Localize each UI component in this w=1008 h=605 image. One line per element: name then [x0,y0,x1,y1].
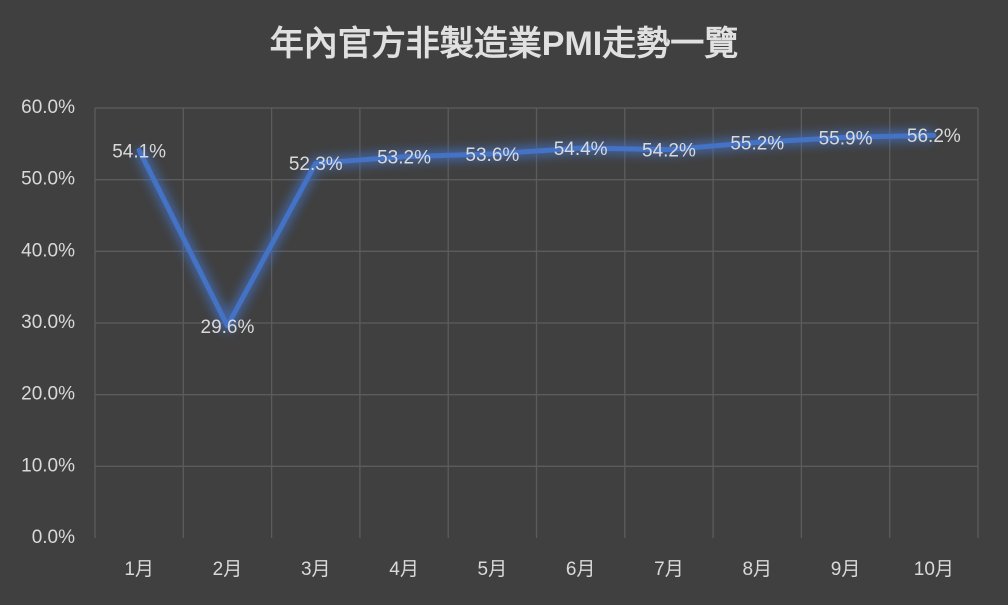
x-tick-label: 2月 [213,559,243,580]
data-label: 54.4% [554,139,608,160]
line [136,132,937,329]
chart-title: 年內官方非製造業PMI走勢一覽 [270,25,738,63]
data-label: 54.2% [642,141,696,162]
x-tick-label: 3月 [301,559,331,580]
x-tick-label: 8月 [742,559,772,580]
data-label: 54.1% [112,141,166,162]
data-label: 55.9% [819,128,873,149]
y-tick-label: 30.0% [21,312,75,333]
x-tick-label: 10月 [914,559,954,580]
data-label: 55.2% [730,133,784,154]
y-tick-label: 20.0% [21,384,75,405]
y-tick-label: 40.0% [21,240,75,261]
x-tick-label: 1月 [124,559,154,580]
y-tick-label: 60.0% [21,97,75,118]
y-tick-label: 0.0% [32,527,75,548]
y-tick-label: 10.0% [21,455,75,476]
x-tick-label: 7月 [654,559,684,580]
data-label: 52.3% [289,154,343,175]
y-tick-label: 50.0% [21,169,75,190]
x-tick-label: 6月 [566,559,596,580]
x-tick-label: 9月 [831,559,861,580]
x-tick-label: 5月 [478,559,508,580]
x-tick-label: 4月 [389,559,419,580]
data-label: 56.2% [907,126,961,147]
data-label: 53.2% [377,148,431,169]
data-label: 53.6% [465,145,519,166]
data-label: 29.6% [201,317,255,338]
